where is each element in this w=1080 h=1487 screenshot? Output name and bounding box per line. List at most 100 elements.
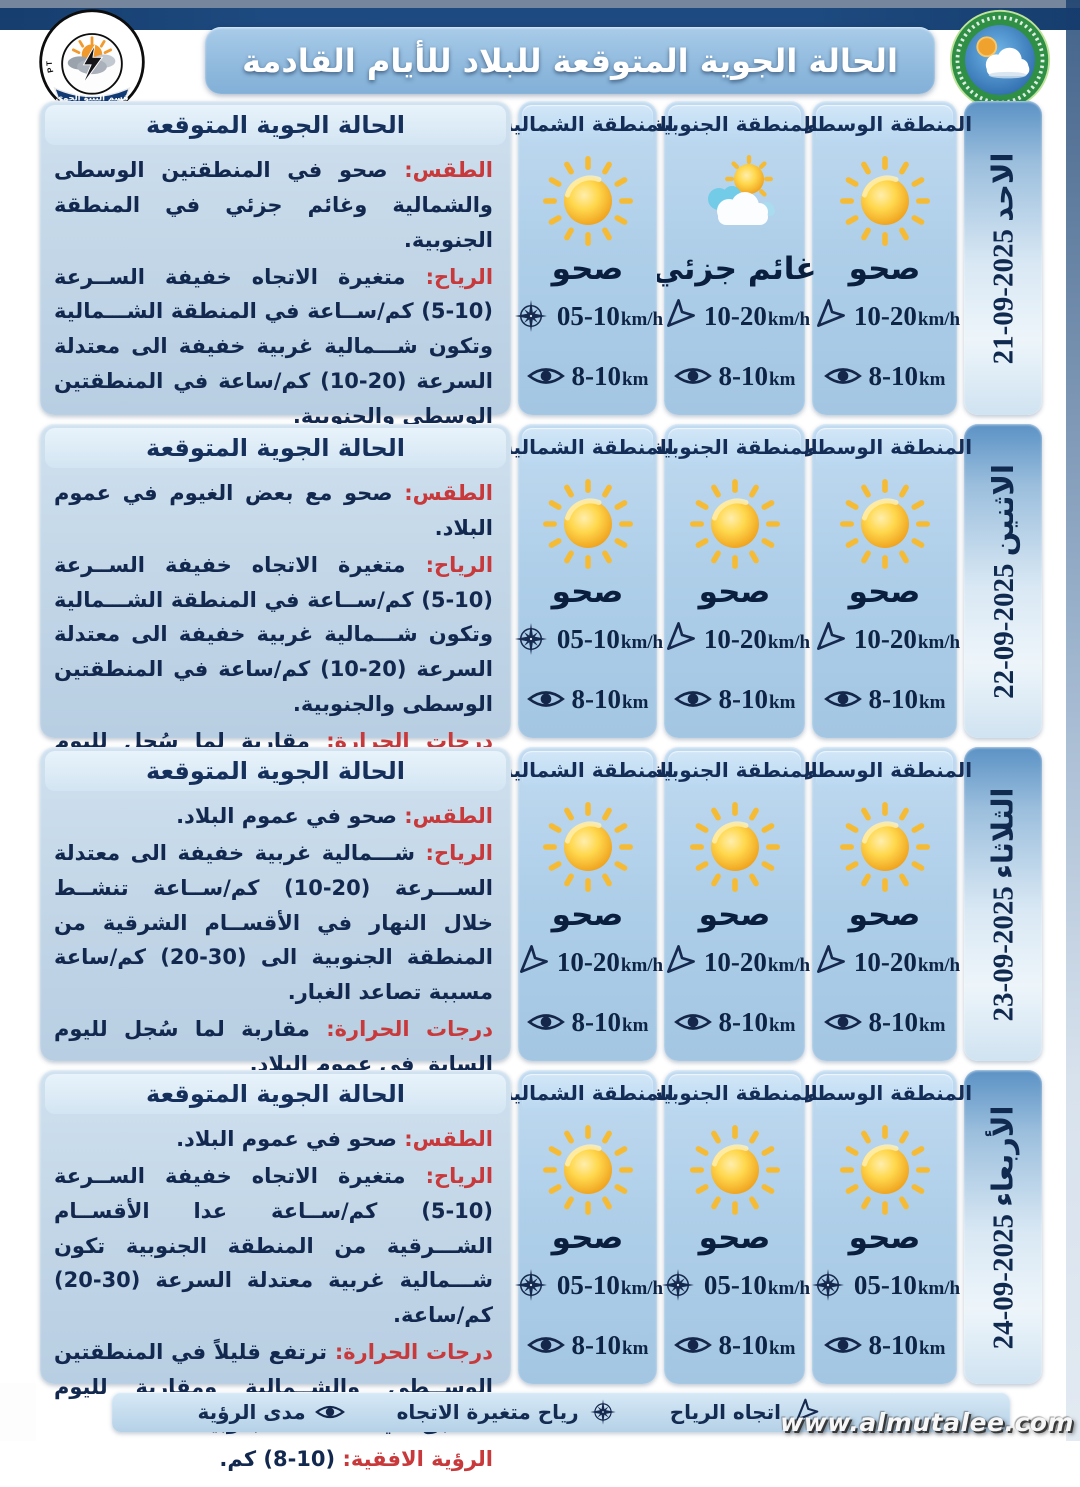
forecast-row-sunday: الاحد 2025-09-21 المنطقة الوسطى صحو 10-2… (40, 101, 1042, 537)
region-cell-central: المنطقة الوسطى صحو 05-10km/h 8-10km (797, 1070, 972, 1384)
legend-visibility: مدى الرؤية (197, 1397, 344, 1427)
wind-speed: 10-20km/h (703, 623, 811, 654)
wind-row: 10-20km/h (809, 297, 960, 335)
region-cell-central: المنطقة الوسطى صحو 10-20km/h 8-10km (797, 101, 972, 415)
visibility-label: الرؤية الافقية: (342, 1446, 493, 1471)
eye-icon (674, 1326, 712, 1364)
wind-row: 05-10km/h (809, 1266, 960, 1304)
wind-row: 05-10km/h (512, 620, 663, 658)
visibility-row: 8-10km (674, 1003, 795, 1041)
region-name: المنطقة الوسطى (797, 428, 972, 466)
region-cell-central: المنطقة الوسطى صحو 10-20km/h 8-10km (797, 747, 972, 1061)
visibility-row: 8-10km (527, 680, 649, 718)
page-title: الحالة الجوية المتوقعة للبلاد للأيام الق… (242, 41, 898, 80)
date-label: الاحد 2025-09-21 (987, 152, 1020, 364)
wind-row: 05-10km/h (512, 1266, 663, 1304)
date-cell: الاثنين 2025-09-22 (964, 424, 1042, 738)
visibility-value: 8-10km (571, 683, 649, 714)
region-name: المنطقة الجنوبية (651, 105, 818, 143)
wind-direction-icon (809, 297, 847, 335)
weather-label: الطقس: (404, 1127, 493, 1151)
condition-label: صحو (698, 1220, 771, 1256)
wind-text: متغيرة الاتجاه خفيفة الســرعة (10-5) كم/… (54, 1163, 493, 1328)
condition-label: صحو (848, 251, 921, 287)
logo-sun-icon (71, 36, 113, 55)
header-title-bar: الحالة الجوية المتوقعة للبلاد للأيام الق… (205, 27, 935, 94)
meteorology-organization-logo (949, 9, 1051, 111)
eye-icon (824, 680, 862, 718)
visibility-row: 8-10km (824, 680, 945, 718)
region-cell-southern: المنطقة الجنوبية غائم جزئي 10-20km/h 8-1… (651, 101, 818, 415)
sun-icon (685, 1118, 785, 1218)
legend-label: اتجاه الرياح (669, 1400, 781, 1424)
wind-speed: 10-20km/h (853, 300, 961, 331)
logo-lightning-icon (82, 44, 104, 85)
wind-row: 10-20km/h (659, 620, 810, 658)
top-strip (0, 0, 1080, 8)
region-cell-southern: المنطقة الجنوبية صحو 10-20km/h 8-10km (651, 747, 818, 1061)
weather-label: الطقس: (404, 481, 494, 505)
eye-icon (527, 1326, 565, 1364)
condition-label: صحو (551, 897, 624, 933)
wind-direction-icon (809, 620, 847, 658)
wind-direction-icon (809, 943, 847, 981)
compass-icon (659, 1266, 697, 1304)
region-name: المنطقة الشمالية (501, 428, 674, 466)
forecast-text-panel: الحالة الجوية المتوقعة الطقس: صحو في عمو… (40, 1070, 511, 1471)
visibility-row: 8-10km (824, 1003, 945, 1041)
eye-icon (527, 357, 565, 395)
logo-sun-icon (976, 36, 998, 58)
date-cell: الثلاثاء 2025-09-23 (964, 747, 1042, 1061)
date-label: الثلاثاء 2025-09-23 (987, 787, 1020, 1021)
forecast-text-panel: الحالة الجوية المتوقعة الطقس: صحو في الم… (40, 101, 511, 537)
logo-banner-text: قسم التنبؤ الجوي (56, 92, 129, 103)
compass-icon (512, 1266, 550, 1304)
region-name: المنطقة الوسطى (797, 751, 972, 789)
visibility-row: 8-10km (674, 680, 796, 718)
sun-icon (538, 1118, 638, 1218)
wind-text: شـــمالية غربية خفيفة الى معتدلة الســـر… (54, 840, 493, 1005)
panel-title: الحالة الجوية المتوقعة (45, 428, 506, 468)
eye-icon (674, 357, 712, 395)
sun-icon (835, 149, 935, 249)
sun-icon (538, 795, 638, 895)
forecast-row-tuesday: الثلاثاء 2025-09-23 المنطقة الوسطى صحو 1… (40, 747, 1042, 1148)
weather-label: الطقس: (404, 158, 494, 182)
wind-speed: 05-10km/h (556, 300, 664, 331)
bottom-left-margin (0, 1383, 36, 1441)
visibility-row: 8-10km (527, 1326, 648, 1364)
sun-icon (835, 472, 935, 572)
region-cell-southern: المنطقة الجنوبية صحو 05-10km/h 8-10km (651, 1070, 818, 1384)
forecast-table: الاحد 2025-09-21 المنطقة الوسطى صحو 10-2… (40, 101, 1042, 1471)
wind-speed: 10-20km/h (703, 946, 811, 977)
eye-icon (315, 1397, 345, 1427)
date-cell: الاحد 2025-09-21 (964, 101, 1042, 415)
weather-text: صحو في عموم البلاد. (176, 804, 397, 828)
visibility-value: 8-10km (718, 683, 796, 714)
region-name: المنطقة الوسطى (797, 105, 972, 143)
condition-label: غائم جزئي (652, 251, 817, 287)
sun-icon (538, 472, 638, 572)
region-cell-southern: المنطقة الجنوبية صحو 10-20km/h 8-10km (651, 424, 818, 738)
top-dark-band (0, 8, 1080, 30)
region-name: المنطقة الشمالية (501, 751, 674, 789)
wind-label: الرياح: (425, 840, 493, 865)
visibility-row: 8-10km (527, 357, 648, 395)
wind-speed: 10-20km/h (853, 623, 961, 654)
sun-icon (538, 149, 638, 249)
compass-icon (512, 297, 550, 335)
wind-row: 10-20km/h (659, 297, 810, 335)
date-label: الأربعاء 2025-09-24 (987, 1105, 1020, 1349)
condition-label: صحو (848, 897, 921, 933)
sun-icon (835, 795, 935, 895)
wind-direction-icon (659, 297, 697, 335)
wind-speed: 10-20km/h (703, 300, 811, 331)
wind-direction-icon (659, 943, 697, 981)
wind-speed: 10-20km/h (556, 946, 664, 977)
condition-label: صحو (551, 574, 624, 610)
visibility-row: 8-10km (674, 357, 795, 395)
region-cell-northern: المنطقة الشمالية صحو 05-10km/h 8-10km (501, 1070, 674, 1384)
sun-icon (835, 1118, 935, 1218)
panel-title: الحالة الجوية المتوقعة (45, 1074, 506, 1114)
